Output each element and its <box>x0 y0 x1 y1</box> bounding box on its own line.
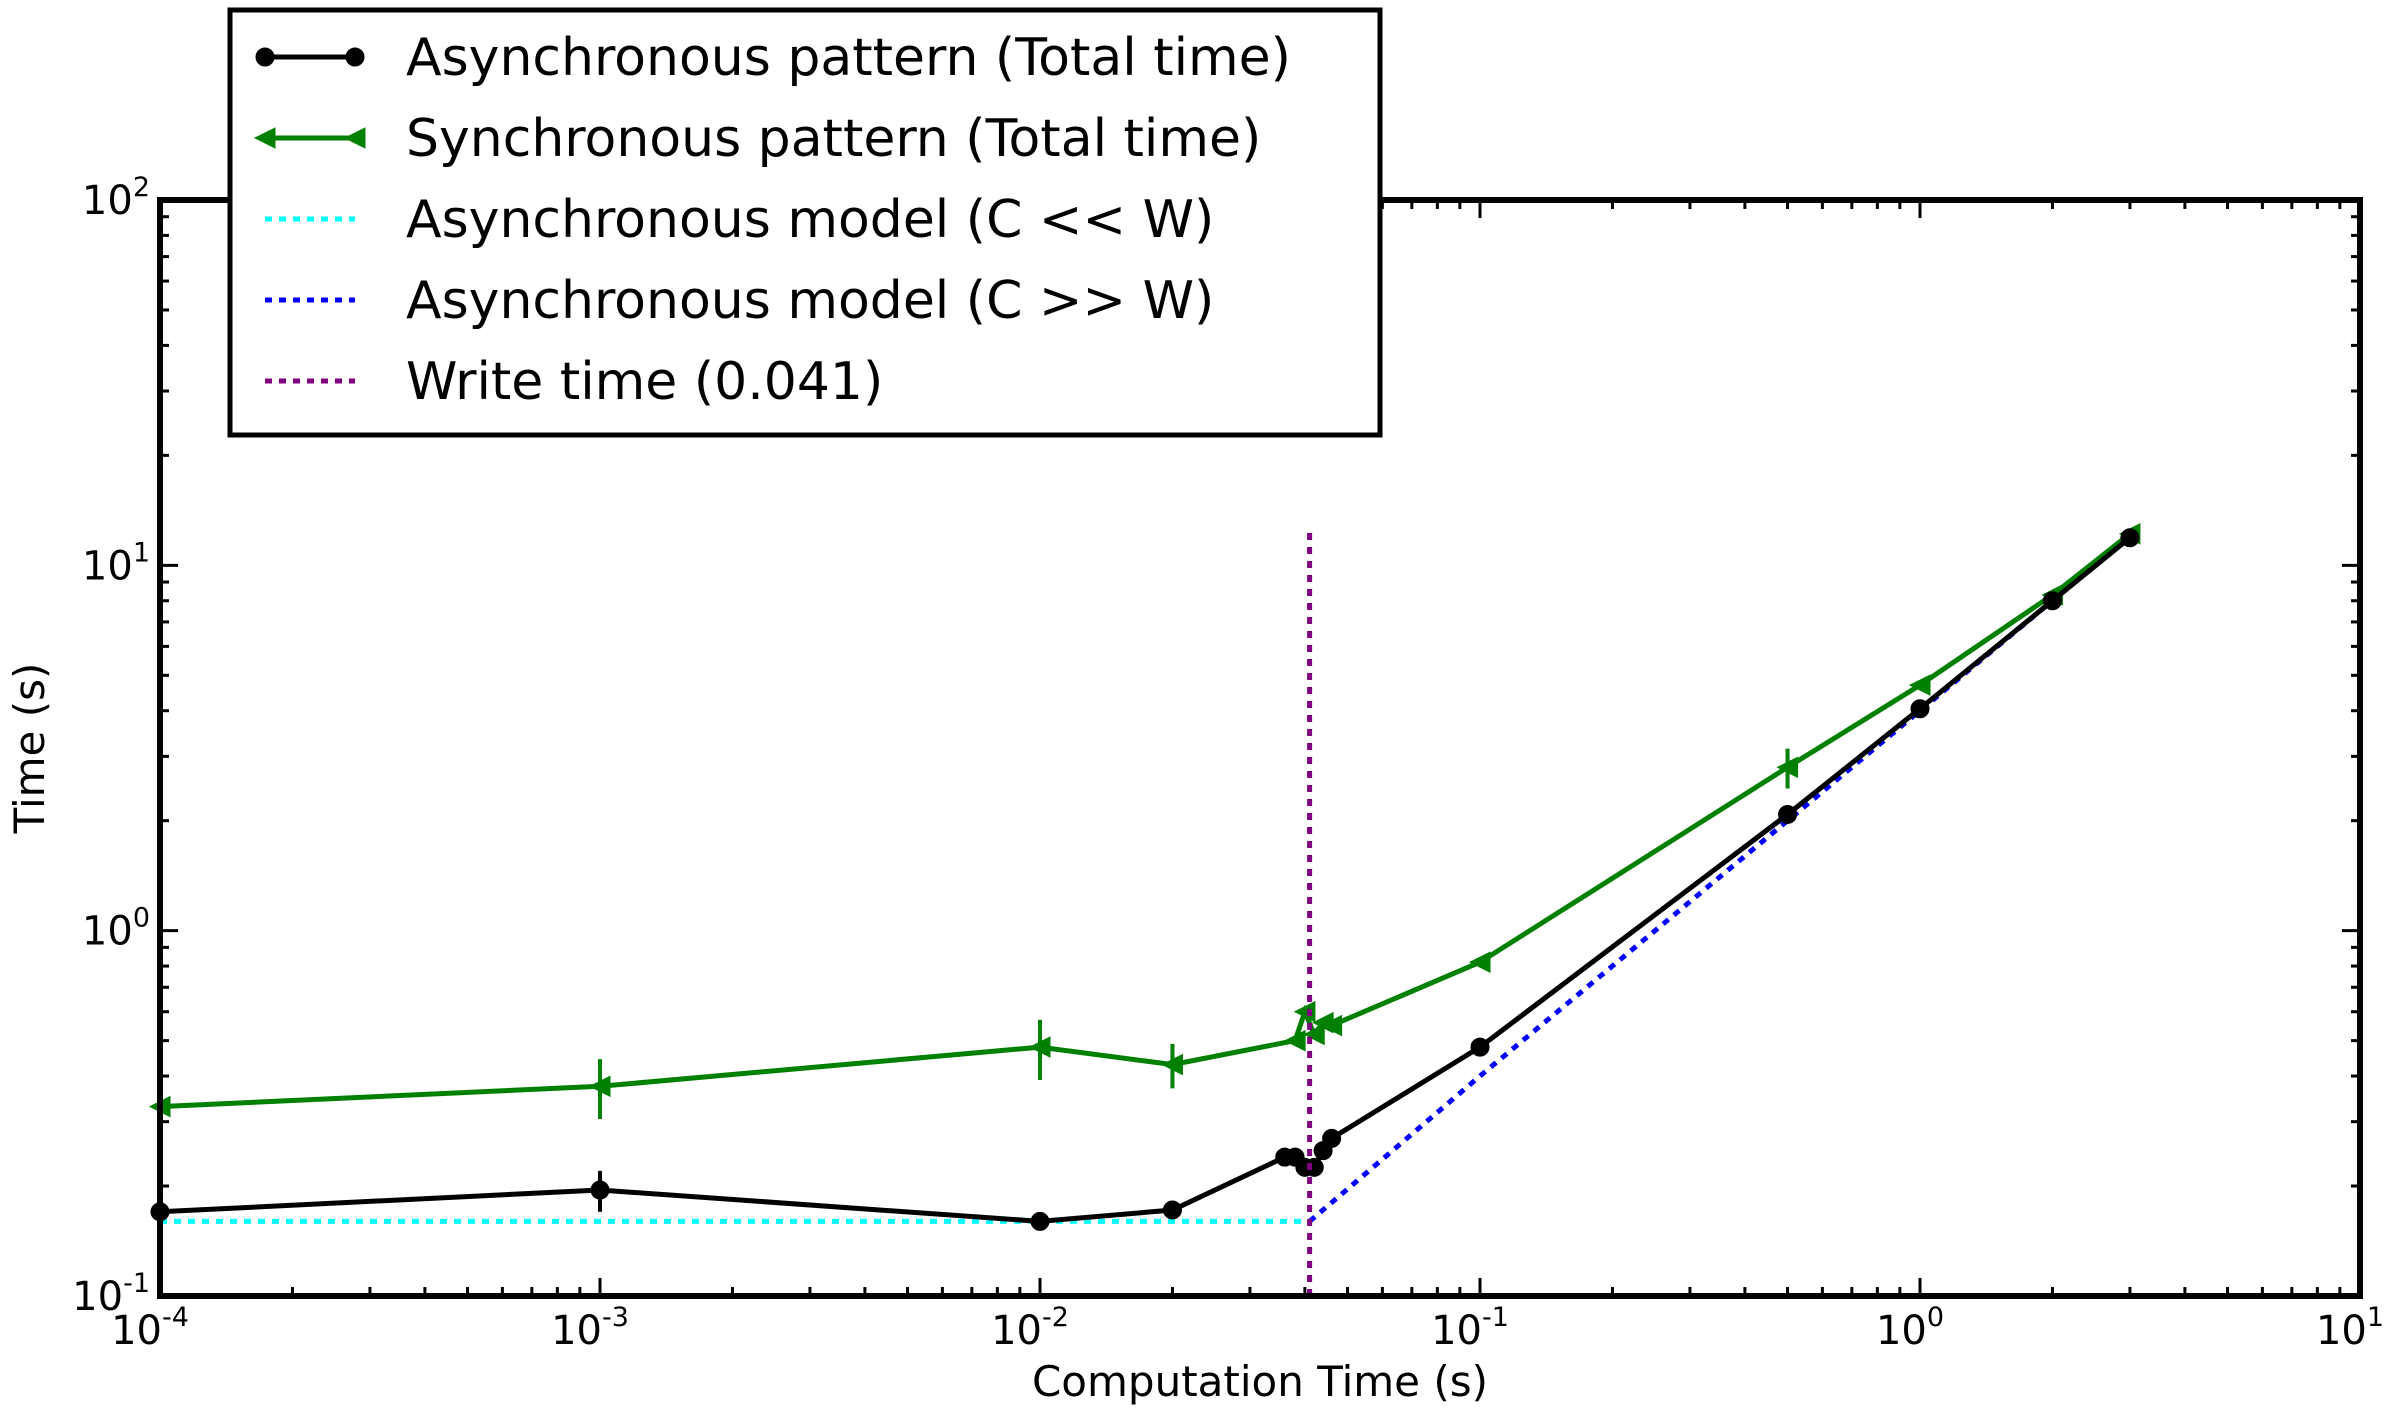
synchronous-pattern-total-time-point <box>1908 674 1931 696</box>
synchronous-pattern-total-time-point <box>1303 1023 1325 1046</box>
y-tick-label: 10-1 <box>72 1268 150 1320</box>
series-asynchronous-pattern-total-time <box>150 528 2140 1231</box>
x-tick-label: 101 <box>2316 1302 2384 1354</box>
asynchronous-pattern-total-time-point <box>1322 1128 1342 1148</box>
x-tick-labels: 10-4 10-3 10-2 10-1 100 101 <box>111 1302 2384 1354</box>
legend-item-asynchronous-model-c-w: Asynchronous model (C >> W) <box>265 271 1214 331</box>
axis-ticks <box>158 198 2362 1298</box>
legend-label: Write time (0.041) <box>406 352 883 412</box>
legend-item-synchronous-pattern-total-time: Synchronous pattern (Total time) <box>253 109 1261 169</box>
x-tick-label: 100 <box>1876 1302 1944 1354</box>
x-tick-label: 10-2 <box>991 1302 1069 1354</box>
x-tick-label: 10-1 <box>1431 1302 1509 1354</box>
legend-item-asynchronous-model-c-w: Asynchronous model (C << W) <box>265 190 1214 250</box>
legend-label: Synchronous pattern (Total time) <box>406 109 1261 169</box>
y-tick-label: 100 <box>82 903 150 955</box>
x-tick-label: 10-3 <box>551 1302 629 1354</box>
synchronous-pattern-total-time-point <box>1028 1036 1051 1058</box>
legend-item-write-time-0-041: Write time (0.041) <box>265 352 883 412</box>
legend-marker <box>253 127 276 149</box>
y-axis-title: Time (s) <box>5 663 54 835</box>
synchronous-pattern-total-time-line <box>159 531 2132 1110</box>
x-tick-label: 10-4 <box>111 1302 189 1354</box>
synchronous-pattern-total-time-point <box>1293 1000 1316 1023</box>
asynchronous-pattern-total-time-point <box>1162 1200 1182 1220</box>
synchronous-pattern-total-time-point <box>588 1075 611 1098</box>
y-tick-labels: 10-1 100 101 102 <box>72 172 150 1320</box>
series-synchronous-pattern-total-time <box>148 522 2141 1120</box>
legend-label: Asynchronous pattern (Total time) <box>406 28 1291 88</box>
synchronous-pattern-total-time-point <box>1320 1014 1343 1037</box>
y-tick-label: 102 <box>82 172 150 224</box>
asynchronous-pattern-total-time-point <box>2042 591 2062 611</box>
asynchronous-pattern-total-time-point <box>1910 699 1930 719</box>
legend-label: Asynchronous model (C << W) <box>406 190 1214 250</box>
asynchronous-pattern-total-time-line <box>159 535 2132 1224</box>
legend-marker <box>255 47 275 67</box>
legend: Asynchronous pattern (Total time) Synchro… <box>227 7 1383 438</box>
synchronous-pattern-total-time-point <box>1161 1053 1183 1076</box>
asynchronous-pattern-total-time-point <box>1304 1157 1324 1177</box>
asynchronous-pattern-total-time-point <box>1470 1037 1490 1057</box>
x-axis-title: Computation Time (s) <box>1032 1357 1488 1406</box>
synchronous-pattern-total-time-point <box>1468 951 1491 973</box>
legend-box <box>227 7 1383 438</box>
synchronous-pattern-total-time-point <box>1776 756 1799 779</box>
plot-area <box>148 522 2141 1296</box>
synchronous-pattern-total-time-point <box>1283 1029 1306 1052</box>
y-tick-label: 101 <box>82 537 150 589</box>
asynchronous-pattern-total-time-point <box>1778 804 1798 824</box>
legend-item-asynchronous-pattern-total-time: Asynchronous pattern (Total time) <box>255 28 1291 88</box>
asynchronous-pattern-total-time-point <box>2120 528 2140 548</box>
legend-marker <box>343 127 366 149</box>
legend-marker <box>345 47 365 67</box>
legend-label: Asynchronous model (C >> W) <box>406 271 1214 331</box>
asynchronous-pattern-total-time-point <box>590 1180 610 1200</box>
asynchronous-pattern-total-time-point <box>1030 1211 1050 1231</box>
